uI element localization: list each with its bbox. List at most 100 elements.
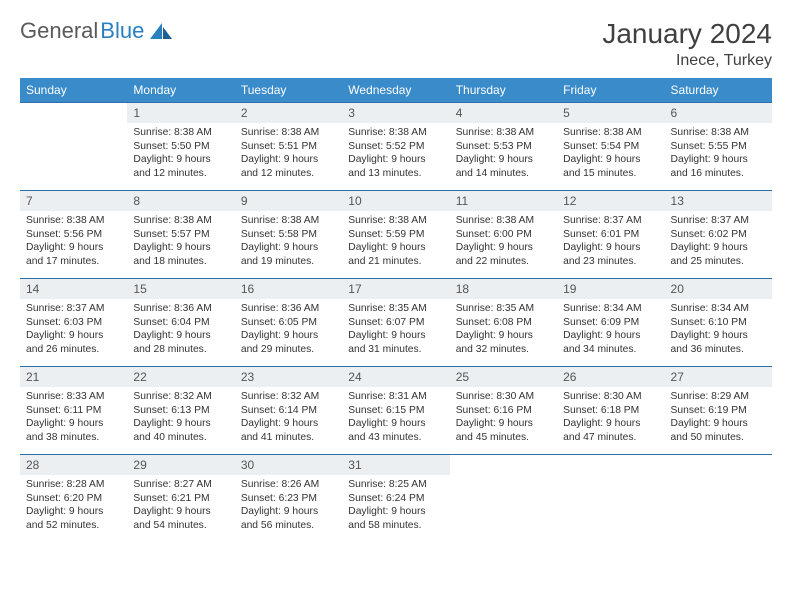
day-cell [450,455,557,543]
day-line: Sunset: 5:58 PM [241,228,336,242]
day-line: Sunrise: 8:38 AM [241,126,336,140]
day-cell: 30 Sunrise: 8:26 AMSunset: 6:23 PMDayligh… [235,455,342,543]
dow-header: Thursday [450,78,557,103]
day-number: 9 [235,191,342,211]
day-line: Sunset: 6:03 PM [26,316,121,330]
day-cell: 6Sunrise: 8:38 AMSunset: 5:55 PMDaylight… [665,103,772,191]
week-row: 1Sunrise: 8:38 AMSunset: 5:50 PMDaylight… [20,103,772,191]
day-details: Sunrise: 8:37 AMSunset: 6:03 PMDaylight:… [20,299,127,358]
day-cell: 23Sunrise: 8:32 AMSunset: 6:14 PMDayligh… [235,367,342,455]
day-number: 28 [20,455,127,475]
day-line: Sunrise: 8:34 AM [671,302,766,316]
logo-text-general: General [20,18,98,44]
day-line: Sunset: 5:52 PM [348,140,443,154]
day-line: Sunrise: 8:38 AM [348,214,443,228]
day-line: Daylight: 9 hours [133,505,228,519]
day-line: Sunrise: 8:38 AM [348,126,443,140]
day-line: Sunset: 6:16 PM [456,404,551,418]
day-line: Daylight: 9 hours [456,329,551,343]
day-cell: 26Sunrise: 8:30 AMSunset: 6:18 PMDayligh… [557,367,664,455]
day-number: 27 [665,367,772,387]
title-block: January 2024 Inece, Turkey [602,18,772,70]
day-line: Sunrise: 8:36 AM [241,302,336,316]
day-details: Sunrise: 8:32 AMSunset: 6:14 PMDaylight:… [235,387,342,446]
dow-header: Monday [127,78,234,103]
day-cell: 19Sunrise: 8:34 AMSunset: 6:09 PMDayligh… [557,279,664,367]
day-line: Sunrise: 8:35 AM [456,302,551,316]
day-cell [665,455,772,543]
day-line: and 45 minutes. [456,431,551,445]
day-line: Daylight: 9 hours [456,153,551,167]
day-number: 4 [450,103,557,123]
day-line: Daylight: 9 hours [26,329,121,343]
day-number: 16 [235,279,342,299]
day-details: Sunrise: 8:38 AMSunset: 5:57 PMDaylight:… [127,211,234,270]
day-line: Sunset: 5:54 PM [563,140,658,154]
day-cell: 21Sunrise: 8:33 AMSunset: 6:11 PMDayligh… [20,367,127,455]
day-line: Sunrise: 8:26 AM [241,478,336,492]
day-cell: 16Sunrise: 8:36 AMSunset: 6:05 PMDayligh… [235,279,342,367]
dow-header: Friday [557,78,664,103]
dow-row: SundayMondayTuesdayWednesdayThursdayFrid… [20,78,772,103]
week-row: 21Sunrise: 8:33 AMSunset: 6:11 PMDayligh… [20,367,772,455]
week-row: 7Sunrise: 8:38 AMSunset: 5:56 PMDaylight… [20,191,772,279]
day-line: Sunset: 5:53 PM [456,140,551,154]
day-details: Sunrise: 8:30 AMSunset: 6:16 PMDaylight:… [450,387,557,446]
day-line: Sunset: 6:23 PM [241,492,336,506]
day-line: Daylight: 9 hours [241,505,336,519]
day-cell: 24Sunrise: 8:31 AMSunset: 6:15 PMDayligh… [342,367,449,455]
day-line: and 58 minutes. [348,519,443,533]
day-cell: 12Sunrise: 8:37 AMSunset: 6:01 PMDayligh… [557,191,664,279]
day-cell: 3Sunrise: 8:38 AMSunset: 5:52 PMDaylight… [342,103,449,191]
day-number: 22 [127,367,234,387]
day-line: and 19 minutes. [241,255,336,269]
day-line: Sunset: 6:09 PM [563,316,658,330]
day-line: Sunrise: 8:38 AM [456,214,551,228]
day-line: Sunset: 6:21 PM [133,492,228,506]
day-cell: 10Sunrise: 8:38 AMSunset: 5:59 PMDayligh… [342,191,449,279]
day-line: Sunrise: 8:37 AM [671,214,766,228]
day-line: Sunset: 6:08 PM [456,316,551,330]
day-details: Sunrise: 8:38 AMSunset: 5:55 PMDaylight:… [665,123,772,182]
day-line: and 29 minutes. [241,343,336,357]
day-line: Sunset: 6:02 PM [671,228,766,242]
day-line: Sunrise: 8:35 AM [348,302,443,316]
day-details: Sunrise: 8:38 AMSunset: 5:51 PMDaylight:… [235,123,342,182]
day-line: and 32 minutes. [456,343,551,357]
day-line: Daylight: 9 hours [26,505,121,519]
day-line: and 38 minutes. [26,431,121,445]
day-line: Daylight: 9 hours [133,417,228,431]
day-line: Daylight: 9 hours [563,329,658,343]
day-cell: 29Sunrise: 8:27 AMSunset: 6:21 PMDayligh… [127,455,234,543]
day-line: and 41 minutes. [241,431,336,445]
day-line: Sunset: 5:51 PM [241,140,336,154]
day-details: Sunrise: 8:38 AMSunset: 5:58 PMDaylight:… [235,211,342,270]
day-number: 30 [235,455,342,475]
day-line: Daylight: 9 hours [348,505,443,519]
day-line: Daylight: 9 hours [241,241,336,255]
day-details: Sunrise: 8:38 AMSunset: 5:54 PMDaylight:… [557,123,664,182]
week-row: 14Sunrise: 8:37 AMSunset: 6:03 PMDayligh… [20,279,772,367]
day-details: Sunrise: 8:32 AMSunset: 6:13 PMDaylight:… [127,387,234,446]
day-number: 11 [450,191,557,211]
day-cell: 27Sunrise: 8:29 AMSunset: 6:19 PMDayligh… [665,367,772,455]
day-cell: 20Sunrise: 8:34 AMSunset: 6:10 PMDayligh… [665,279,772,367]
day-line: Sunrise: 8:29 AM [671,390,766,404]
day-line: and 26 minutes. [26,343,121,357]
day-line: Sunrise: 8:25 AM [348,478,443,492]
day-cell: 17Sunrise: 8:35 AMSunset: 6:07 PMDayligh… [342,279,449,367]
day-line: Daylight: 9 hours [133,153,228,167]
day-line: Daylight: 9 hours [671,241,766,255]
day-details: Sunrise: 8:37 AMSunset: 6:01 PMDaylight:… [557,211,664,270]
day-line: Sunrise: 8:33 AM [26,390,121,404]
day-line: Sunset: 6:14 PM [241,404,336,418]
day-number: 10 [342,191,449,211]
day-number: 23 [235,367,342,387]
day-line: Sunrise: 8:30 AM [456,390,551,404]
day-cell: 4Sunrise: 8:38 AMSunset: 5:53 PMDaylight… [450,103,557,191]
day-line: and 15 minutes. [563,167,658,181]
day-details: Sunrise: 8:38 AMSunset: 5:52 PMDaylight:… [342,123,449,182]
day-line: and 36 minutes. [671,343,766,357]
day-line: Sunrise: 8:37 AM [563,214,658,228]
day-line: Sunset: 6:13 PM [133,404,228,418]
